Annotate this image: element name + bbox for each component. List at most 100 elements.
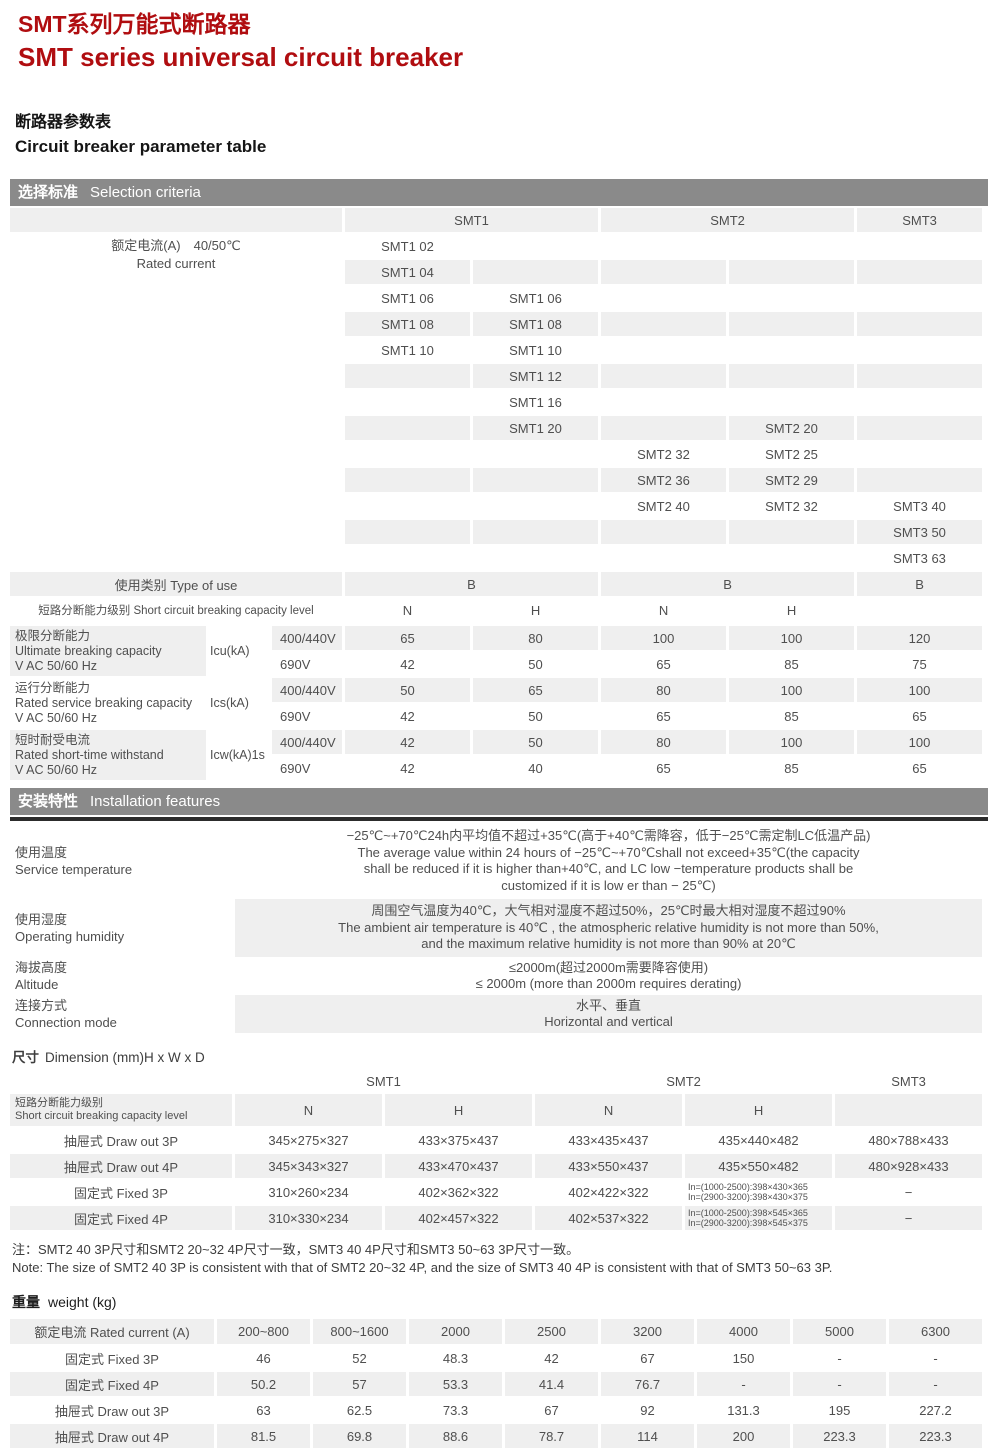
ics-symbol: Ics(kA) [210,696,249,710]
section-header-en: Installation features [90,793,221,810]
section-header-en: Selection criteria [90,184,201,201]
rated-current-row: SMT2 36 SMT2 29 [10,468,983,492]
rated-current-row: SMT2 40 SMT2 32 SMT3 40 [10,494,982,518]
model-cell: SMT1 06 [381,290,434,306]
col-header-smt3: SMT3 [891,1073,926,1089]
icu-row-690v: 690V 42 50 65 85 75 [10,652,982,676]
model-cell [473,546,598,570]
note-zh: 注：SMT2 40 3P尺寸和SMT2 20~32 4P尺寸一致，SMT3 40… [12,1242,580,1257]
model-cell [857,364,983,388]
draw-out-3p-weight-row: 抽屉式 Draw out 3P 63 62.5 73.3 67 92 131.3… [10,1398,982,1422]
label-en: Rated service breaking capacity [15,695,193,710]
operating-humidity-value: 周围空气温度为40℃，大气相对湿度不超过50%，25℃时最大相对湿度不超过90%… [235,899,982,957]
weight-header-row: 额定电流 Rated current (A) 200~800 800~1600 … [10,1319,982,1344]
value-cell: H [530,602,541,618]
dimension-cell: In=(1000-2500):398×545×365 In=(2900-3200… [685,1206,833,1230]
dimension-cell: In=(1000-2500):398×430×365 In=(2900-3200… [688,1181,808,1203]
dimension-cell: − [904,1184,913,1200]
rated-current-row: SMT1 06 SMT1 06 [10,286,982,310]
rated-current-label-zh: 额定电流(A) 40/50℃ [111,238,241,253]
model-cell [473,520,599,544]
dimension-cell: 480×928×433 [835,1154,983,1178]
label-en: Altitude [15,977,59,992]
dimension-cell: 433×375×437 [418,1132,499,1148]
model-cell [857,312,983,336]
capacity-level-row: 短路分断能力级别 Short circuit breaking capacity… [10,598,982,622]
capacity-level-row: 短路分断能力级别 Short circuit breaking capacity… [10,1094,983,1126]
model-cell [473,234,598,258]
label-en: Operating humidity [15,929,125,944]
model-cell [601,260,727,284]
weight-cell: - [933,1350,938,1366]
weight-label-zh: 重量 [12,1294,40,1310]
value-cell: 85 [784,708,799,724]
page-title-en: SMT series universal circuit breaker [18,42,464,72]
value-cell: 42 [400,760,415,776]
model-cell: SMT1 02 [381,238,434,254]
altitude-value: ≤2000m(超过2000m需要降容使用) ≤ 2000m (more than… [475,959,742,992]
document-page: SMT系列万能式断路器 SMT series universal circuit… [10,10,988,1450]
weight-section-label: 重量 weight (kg) [12,1292,988,1312]
value-cell [857,598,982,622]
col-header: 4000 [697,1319,790,1344]
model-cell [729,286,854,310]
type-of-use-row: 使用类别 Type of use B B B [10,572,983,596]
connection-mode-row: 连接方式 Connection mode 水平、垂直 Horizontal an… [10,995,982,1033]
model-cell [473,468,599,492]
col-header: 5000 [793,1319,886,1344]
value-cell: 50 [345,678,470,702]
value-cell: 50 [528,708,543,724]
model-cell: SMT2 32 [765,498,818,514]
value-cell: 65 [656,656,671,672]
weight-cell: 223.3 [793,1424,886,1448]
model-header-row: SMT1 SMT2 SMT3 [10,208,983,232]
model-cell [857,390,982,414]
model-cell: SMT3 40 [893,498,946,514]
value-cell: 100 [857,730,982,754]
col-header-smt1: SMT1 [366,1073,401,1089]
rated-current-row: SMT2 32 SMT2 25 [10,442,982,466]
model-cell [729,312,855,336]
label-sub: V AC 50/60 Hz [15,658,97,673]
label-en: Short circuit breaking capacity level [15,1110,188,1122]
dimension-cell: 402×422×322 [568,1184,649,1200]
dimension-cell: 435×550×482 [685,1154,833,1178]
corner-cell [10,1070,232,1092]
voltage-label: 690V [280,760,311,776]
model-cell [601,364,727,388]
selection-criteria-section-header: 选择标准 Selection criteria [10,179,988,206]
weight-cell: 78.7 [505,1424,598,1448]
operating-humidity-label: 使用湿度 Operating humidity [10,899,232,957]
row-label: 抽屉式 Draw out 4P [10,1154,232,1178]
operating-humidity-row: 使用湿度 Operating humidity 周围空气温度为40℃，大气相对湿… [10,899,982,957]
dimension-cell: − [835,1206,983,1230]
value-cell: 85 [784,760,799,776]
model-cell [857,260,983,284]
weight-cell: 114 [601,1424,694,1448]
icw-row-400v: 短时耐受电流 Rated short-time withstand V AC 5… [10,730,982,780]
service-breaking-capacity-label: 运行分断能力 Rated service breaking capacity V… [10,678,206,728]
row-label: 抽屉式 Draw out 3P [63,1133,179,1149]
value-cell: 120 [857,626,982,650]
value-cell: B [857,572,983,596]
dimension-label-zh: 尺寸 [12,1050,39,1065]
row-label: 固定式 Fixed 3P [74,1185,168,1201]
rated-current-label-en: Rated current [136,256,216,271]
weight-cell: 131.3 [727,1402,760,1418]
weight-cell: 67 [640,1350,655,1366]
value-cell: N [235,1094,382,1126]
weight-cell: - [889,1372,982,1396]
weight-cell: 150 [732,1350,755,1366]
value-cell: B [601,572,855,596]
weight-cell: 52 [352,1350,367,1366]
model-cell [729,390,854,414]
value-cell: 100 [729,730,854,754]
model-cell: SMT1 20 [473,416,599,440]
type-of-use-label: 使用类别 Type of use [10,572,342,596]
model-cell [345,494,470,518]
altitude-label: 海拔高度 Altitude [10,959,232,993]
model-cell [729,260,855,284]
dimension-cell: 433×550×437 [535,1154,683,1178]
col-header: 3200 [601,1319,694,1344]
label-zh: 使用湿度 [15,912,68,927]
